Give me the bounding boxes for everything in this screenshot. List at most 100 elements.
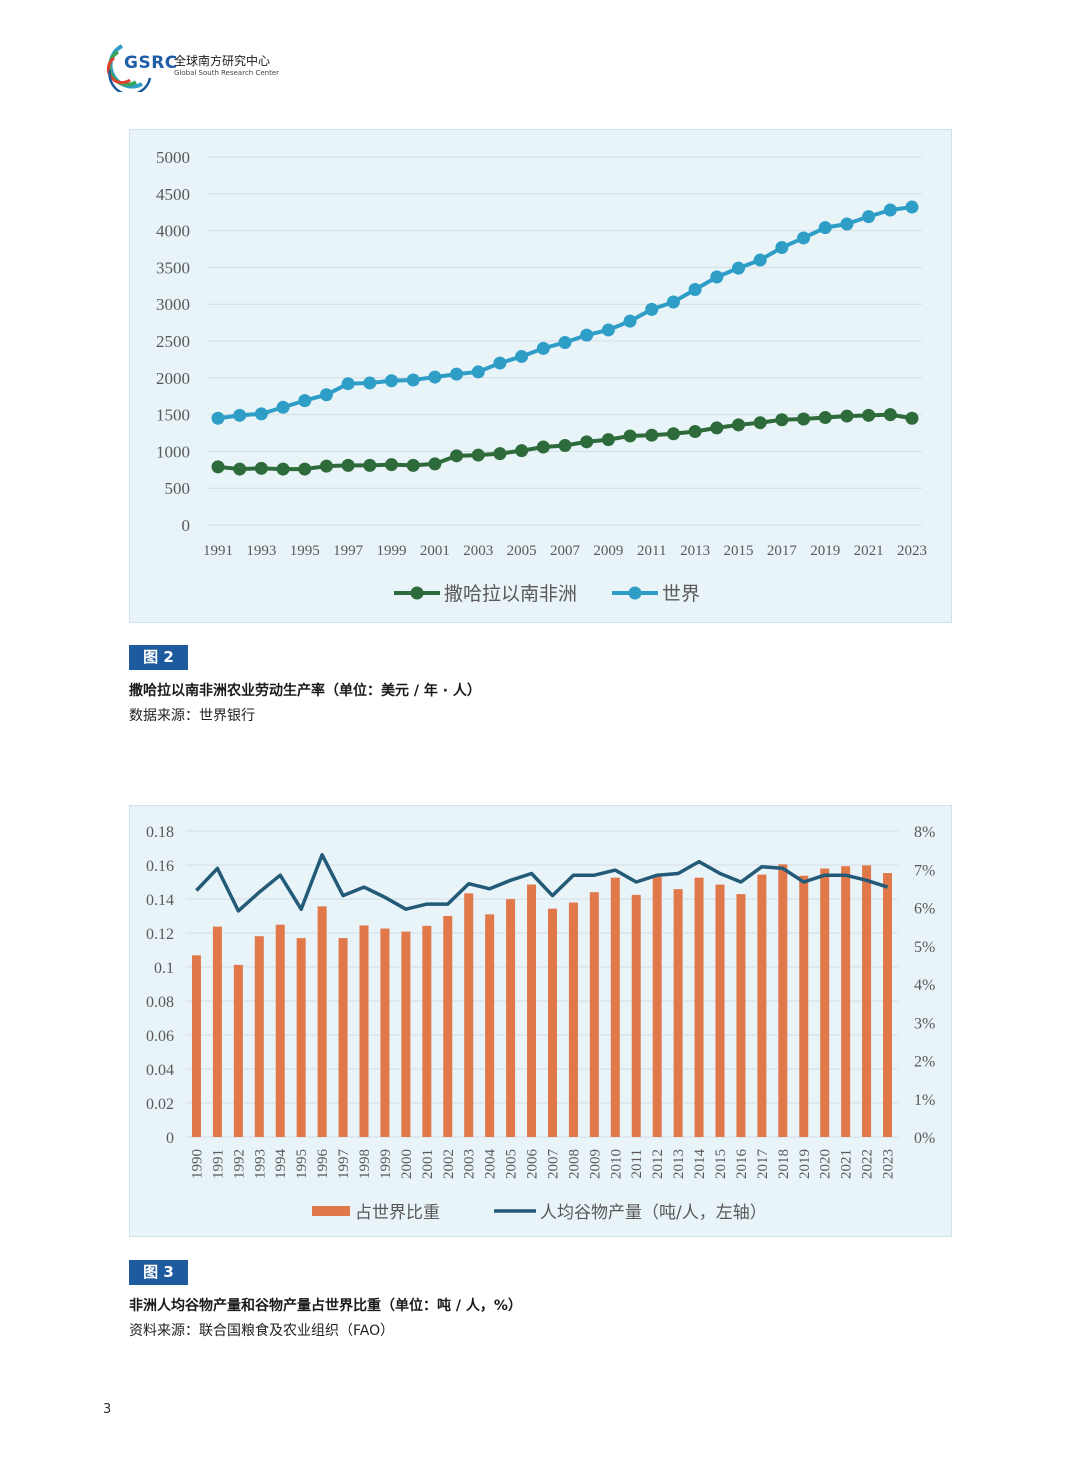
bar — [212, 926, 222, 1137]
y-tick-label: 4500 — [156, 185, 190, 204]
data-point — [840, 217, 854, 231]
x-tick-label: 1993 — [246, 543, 276, 559]
left-y-tick-label: 0 — [166, 1130, 174, 1147]
bar — [610, 877, 620, 1137]
data-point — [428, 457, 442, 471]
x-tick-label: 2013 — [680, 543, 710, 559]
x-tick-label: 1990 — [189, 1149, 205, 1179]
data-point — [558, 335, 572, 349]
data-point — [450, 449, 464, 463]
x-tick-label: 1999 — [378, 1149, 394, 1179]
data-point — [905, 200, 919, 214]
figure3-source: 资料来源：联合国粮食及农业组织（FAO） — [129, 1323, 395, 1339]
bar — [631, 894, 641, 1137]
per-capita-line — [195, 853, 889, 913]
x-tick-label: 1992 — [231, 1149, 247, 1179]
figure2-source: 数据来源：世界银行 — [129, 708, 255, 724]
figure2-badge: 图 2 — [129, 645, 188, 670]
x-tick-label: 2017 — [767, 543, 798, 559]
data-point — [536, 440, 550, 454]
data-point — [753, 416, 767, 430]
data-point — [385, 458, 398, 472]
data-point — [732, 418, 745, 432]
data-point — [666, 295, 680, 309]
legend-marker-1 — [410, 586, 424, 600]
y-tick-label: 500 — [165, 479, 191, 498]
data-point — [797, 412, 811, 426]
bar — [380, 928, 390, 1137]
data-point — [797, 231, 811, 245]
data-point — [515, 349, 529, 363]
x-tick-label: 1995 — [290, 543, 320, 559]
right-y-tick-label: 5% — [914, 939, 935, 956]
bar — [547, 908, 557, 1137]
x-tick-label: 2010 — [608, 1149, 624, 1179]
x-tick-label: 1991 — [210, 1149, 226, 1179]
bar — [233, 964, 243, 1137]
data-point — [276, 462, 290, 476]
x-tick-label: 1996 — [315, 1149, 331, 1180]
left-y-tick-label: 0.12 — [146, 926, 174, 943]
x-tick-label: 2002 — [441, 1149, 457, 1179]
data-point — [363, 376, 377, 390]
x-tick-label: 2003 — [463, 543, 493, 559]
bar — [191, 955, 201, 1137]
x-tick-label: 2019 — [810, 543, 840, 559]
x-tick-label: 2019 — [797, 1149, 813, 1179]
data-point — [254, 461, 268, 475]
data-point — [710, 270, 724, 284]
left-y-tick-label: 0.18 — [146, 824, 174, 841]
y-tick-label: 4000 — [156, 222, 190, 241]
bar — [652, 876, 662, 1137]
x-tick-label: 2016 — [734, 1149, 750, 1180]
left-y-tick-label: 0.14 — [146, 892, 174, 909]
org-name-cn: 全球南方研究中心 — [174, 54, 271, 68]
right-y-tick-label: 6% — [914, 901, 935, 918]
bar — [589, 892, 599, 1137]
data-point — [862, 408, 876, 422]
x-tick-label: 2012 — [650, 1149, 666, 1179]
legend-bar-swatch — [312, 1206, 350, 1216]
x-tick-label: 2021 — [854, 543, 884, 559]
legend-marker-2 — [628, 586, 642, 600]
bar — [317, 906, 327, 1137]
x-tick-label: 2015 — [724, 543, 754, 559]
bar — [296, 938, 306, 1137]
left-y-tick-label: 0.06 — [146, 1028, 174, 1045]
bar — [443, 915, 453, 1137]
left-y-tick-label: 0.1 — [154, 960, 174, 977]
data-point — [515, 444, 529, 458]
data-point — [319, 459, 333, 473]
bar — [422, 925, 432, 1137]
x-tick-label: 2011 — [637, 543, 666, 559]
right-y-tick-label: 8% — [914, 824, 935, 841]
x-tick-label: 2006 — [525, 1149, 541, 1180]
data-point — [276, 400, 290, 414]
data-point — [666, 427, 680, 441]
x-tick-label: 2007 — [545, 1149, 561, 1180]
y-tick-label: 2000 — [156, 369, 190, 388]
x-tick-label: 2005 — [507, 543, 537, 559]
data-point — [558, 439, 572, 453]
data-point — [688, 282, 702, 296]
x-tick-label: 2003 — [462, 1149, 478, 1179]
data-point — [753, 253, 767, 267]
data-point — [211, 460, 225, 474]
bar — [568, 902, 578, 1137]
left-y-tick-label: 0.04 — [146, 1062, 174, 1079]
x-tick-label: 2023 — [897, 543, 927, 559]
left-y-tick-label: 0.16 — [146, 858, 174, 875]
right-y-tick-label: 3% — [914, 1015, 935, 1032]
x-tick-label: 2011 — [629, 1149, 645, 1178]
bar — [883, 873, 893, 1137]
data-point — [298, 394, 312, 408]
bar — [862, 865, 872, 1137]
x-tick-label: 1999 — [377, 543, 407, 559]
data-point — [450, 367, 464, 381]
figure3-badge: 图 3 — [129, 1260, 188, 1285]
data-point — [775, 241, 789, 255]
bar — [254, 936, 264, 1137]
data-point — [775, 413, 789, 427]
x-tick-label: 2000 — [399, 1149, 415, 1179]
logo-abbr: GSRC — [124, 53, 178, 73]
